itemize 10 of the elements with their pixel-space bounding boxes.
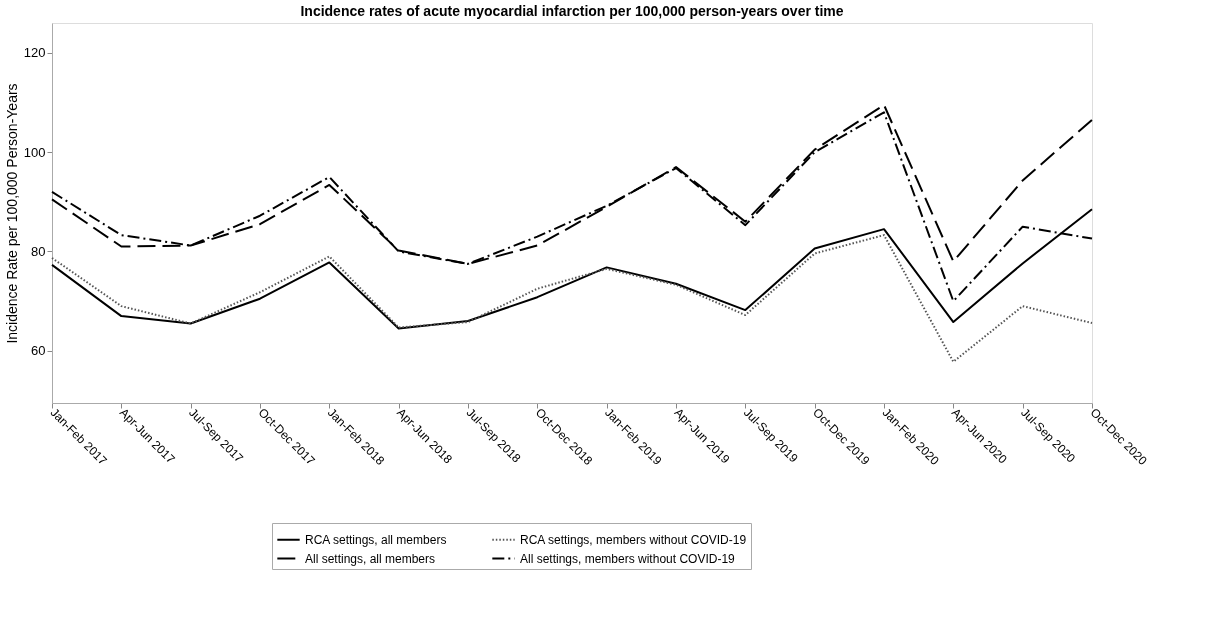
legend-label: RCA settings, members without COVID-19 — [520, 532, 747, 547]
y-axis-title: Incidence Rate per 100,000 Person-Years — [3, 83, 20, 344]
y-tick-label: 100 — [23, 144, 46, 160]
y-tick-label: 60 — [31, 343, 46, 359]
legend-label: All settings, all members — [305, 551, 436, 566]
legend-label: All settings, members without COVID-19 — [520, 551, 736, 566]
legend-label: RCA settings, all members — [305, 532, 447, 547]
y-tick-label: 80 — [31, 244, 46, 259]
y-tick-label: 120 — [23, 45, 46, 61]
chart-title: Incidence rates of acute myocardial infarction per 100,000 person-years over time — [300, 3, 844, 19]
